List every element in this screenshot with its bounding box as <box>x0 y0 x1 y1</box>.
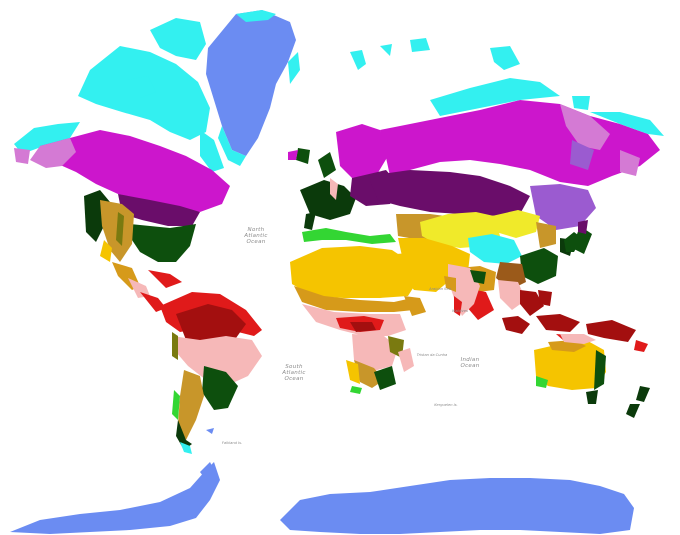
greenland-ice <box>206 10 300 166</box>
small-islands <box>206 38 590 434</box>
northern-asia <box>368 78 664 254</box>
australia <box>534 334 606 404</box>
arabia-horn <box>396 252 450 316</box>
antarctica-ice <box>10 462 634 534</box>
new-zealand <box>626 386 650 418</box>
south-atlantic-label-line-2: Atlantic <box>281 370 305 376</box>
southeast-asia <box>502 290 648 352</box>
mexico-central-america <box>112 262 182 312</box>
arabian-sea-label: Arabian Sea <box>428 287 451 291</box>
arctic-canada-tundra <box>14 18 224 172</box>
indian-ocean-label-line-1: Indian <box>461 357 480 363</box>
south-america <box>160 292 262 454</box>
east-asia <box>458 238 574 320</box>
africa <box>290 212 418 394</box>
north-atlantic-label-line-1: North <box>248 227 265 233</box>
kerguelen-label: Kerguelen Is. <box>434 403 457 407</box>
south-atlantic-label-line-1: South <box>285 364 303 370</box>
north-america-temperate <box>84 190 200 262</box>
indian-ocean-label-line-2: Ocean <box>460 363 479 369</box>
tristan-label: Tristan da Cunha <box>417 353 447 357</box>
north-atlantic-label-line-3: Ocean <box>246 239 265 245</box>
ocean-labels: North Atlantic Ocean South Atlantic Ocea… <box>222 227 480 445</box>
canada-subarctic <box>14 130 230 212</box>
north-atlantic-label-line-2: Atlantic <box>243 233 267 239</box>
india <box>444 264 486 316</box>
falkland-label: Falkland Is. <box>222 441 242 445</box>
south-atlantic-label-line-3: Ocean <box>284 376 303 382</box>
japan <box>564 220 588 252</box>
maldives-label: Maldives <box>452 309 468 313</box>
